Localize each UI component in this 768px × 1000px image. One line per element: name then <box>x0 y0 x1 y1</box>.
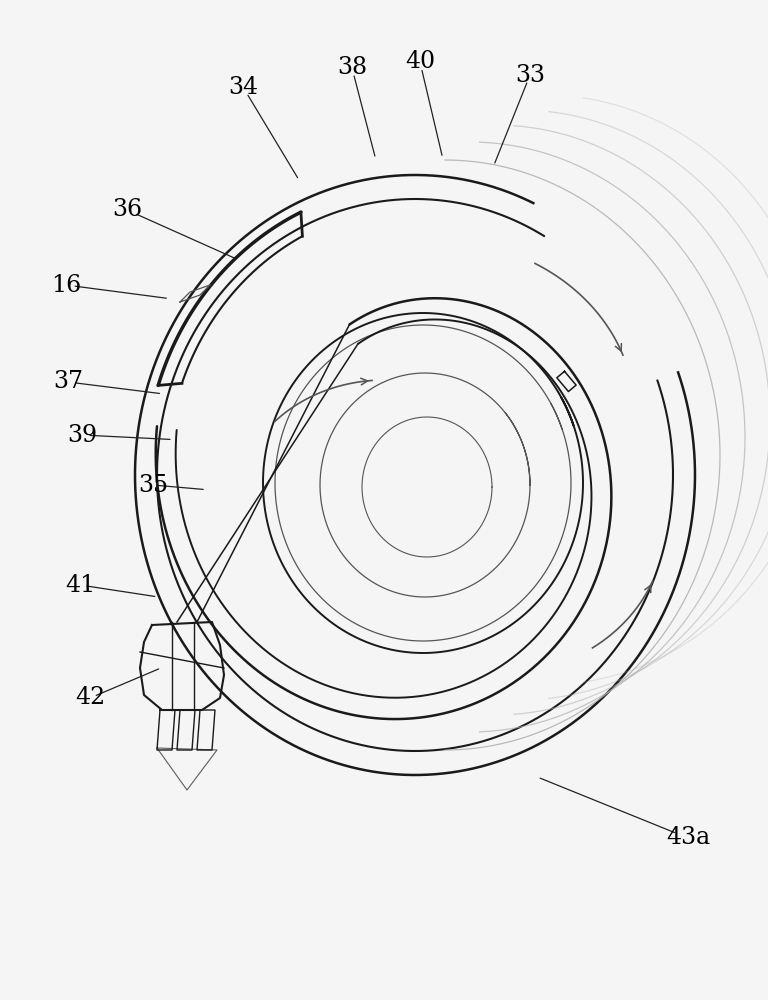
Text: 43a: 43a <box>666 826 710 850</box>
Text: 16: 16 <box>51 273 81 296</box>
Text: 39: 39 <box>67 424 97 446</box>
Text: 37: 37 <box>53 370 83 393</box>
Text: 36: 36 <box>112 198 142 222</box>
Text: 38: 38 <box>337 56 367 80</box>
Text: 34: 34 <box>228 76 258 99</box>
Text: 41: 41 <box>65 574 95 596</box>
Text: 35: 35 <box>138 474 168 496</box>
Text: 42: 42 <box>74 686 105 710</box>
Text: 33: 33 <box>515 64 545 87</box>
Text: 40: 40 <box>405 50 435 74</box>
